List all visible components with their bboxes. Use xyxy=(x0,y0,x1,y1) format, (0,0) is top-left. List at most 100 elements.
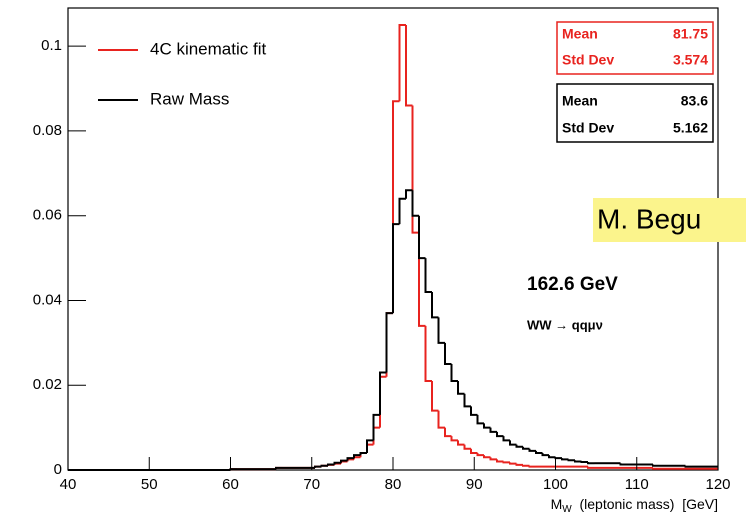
x-axis-label: MW (leptonic mass) [GeV] xyxy=(551,496,718,515)
annotation: 162.6 GeV xyxy=(527,274,618,295)
histogram-bin xyxy=(275,466,283,470)
x-tick-label: 100 xyxy=(543,476,568,493)
histogram-bin xyxy=(652,464,660,467)
histogram-bin xyxy=(463,393,471,408)
histogram-bin xyxy=(359,452,367,456)
overlay-text: M. Begu xyxy=(597,203,701,234)
x-tick-label: 120 xyxy=(705,476,730,493)
stat-value: 81.75 xyxy=(673,26,708,42)
histogram-bin xyxy=(502,461,510,464)
legend-label: 4C kinematic fit xyxy=(150,39,266,58)
histogram-bin xyxy=(515,463,523,466)
histogram-bin xyxy=(457,440,465,446)
histogram-bin xyxy=(541,453,549,457)
histogram-bin xyxy=(398,23,406,102)
histogram-bin xyxy=(587,461,595,465)
histogram-bin xyxy=(437,410,445,429)
histogram-bin xyxy=(470,406,478,416)
stat-box xyxy=(556,21,714,75)
histogram-bin xyxy=(411,105,419,234)
histogram-bin xyxy=(684,465,692,468)
x-tick-label: 90 xyxy=(466,476,483,493)
histogram-bin xyxy=(444,427,452,438)
histogram-bin xyxy=(450,436,458,442)
histogram-bin xyxy=(327,463,335,466)
overlay-box xyxy=(593,198,746,242)
x-tick-label: 60 xyxy=(222,476,239,493)
histogram-bin xyxy=(229,468,237,471)
histogram-bin xyxy=(431,291,439,319)
histogram-bin xyxy=(489,457,497,461)
y-tick-label: 0 xyxy=(54,461,62,478)
histogram-bin xyxy=(450,364,458,382)
stat-label: Std Dev xyxy=(562,120,614,136)
histogram-bin xyxy=(392,223,400,314)
histogram-bin xyxy=(424,325,432,382)
stat-value: 5.162 xyxy=(673,120,708,136)
histogram-bin xyxy=(372,413,380,441)
histogram-bin xyxy=(587,466,595,469)
x-tick-label: 50 xyxy=(141,476,158,493)
histogram-bin xyxy=(483,455,491,459)
histogram-bin xyxy=(424,258,432,293)
histogram-bin xyxy=(444,342,452,366)
histogram-bin xyxy=(567,459,575,462)
histogram-bin xyxy=(489,427,497,433)
histogram-bin xyxy=(528,448,536,452)
histogram-bin xyxy=(346,457,354,461)
histogram-bin xyxy=(405,189,413,199)
histogram-bin xyxy=(333,461,341,465)
histogram-bin xyxy=(502,436,510,442)
histogram-bin xyxy=(314,465,322,468)
stat-label: Mean xyxy=(562,93,598,109)
histogram-bin xyxy=(548,455,556,459)
histogram-bin xyxy=(476,453,484,457)
histogram-bin xyxy=(535,450,543,455)
histogram-bin xyxy=(463,444,471,450)
histogram-bin xyxy=(418,232,426,327)
histogram-bin xyxy=(470,448,478,455)
histogram-bin xyxy=(652,467,660,470)
histogram-bin xyxy=(431,380,439,412)
histogram-bin xyxy=(509,462,517,465)
histogram-bin xyxy=(457,380,465,395)
histogram-bin xyxy=(483,423,491,429)
y-tick-label: 0.04 xyxy=(33,291,62,308)
histogram-bin xyxy=(385,312,393,373)
histogram-bin xyxy=(353,454,361,459)
histogram-bin xyxy=(554,457,562,460)
stat-value: 3.574 xyxy=(673,52,708,68)
histogram-bin xyxy=(509,440,517,446)
histogram-bin xyxy=(405,24,413,107)
y-tick-label: 0.08 xyxy=(33,122,62,139)
y-tick-label: 0.06 xyxy=(33,207,62,224)
histogram-bin xyxy=(515,444,523,448)
y-tick-label: 0.02 xyxy=(33,376,62,393)
histogram-bin xyxy=(366,439,374,454)
histogram-bin xyxy=(411,190,419,217)
histogram-bin xyxy=(561,458,569,461)
stat-label: Mean xyxy=(562,26,598,42)
x-label-sub: W xyxy=(562,504,572,515)
y-tick-label: 0.1 xyxy=(41,37,62,54)
annotation: WW → qqμν xyxy=(527,317,603,332)
x-tick-label: 80 xyxy=(385,476,402,493)
histogram-bin xyxy=(522,446,530,450)
histogram-bin xyxy=(619,463,627,466)
x-label-rest: (leptonic mass) [GeV] xyxy=(572,496,718,512)
histogram-bin xyxy=(437,317,445,344)
x-tick-label: 40 xyxy=(60,476,77,493)
x-tick-label: 110 xyxy=(625,476,649,493)
legend-label: Raw Mass xyxy=(150,89,229,108)
histogram-bin xyxy=(398,197,406,225)
histogram-bin xyxy=(522,464,530,467)
stat-label: Std Dev xyxy=(562,52,614,68)
stat-value: 83.6 xyxy=(681,93,708,109)
histogram-bin xyxy=(476,414,484,425)
x-tick-label: 70 xyxy=(303,476,320,493)
histogram-bin xyxy=(528,465,536,468)
histogram-bin xyxy=(418,215,426,260)
histogram-bin xyxy=(379,371,387,415)
